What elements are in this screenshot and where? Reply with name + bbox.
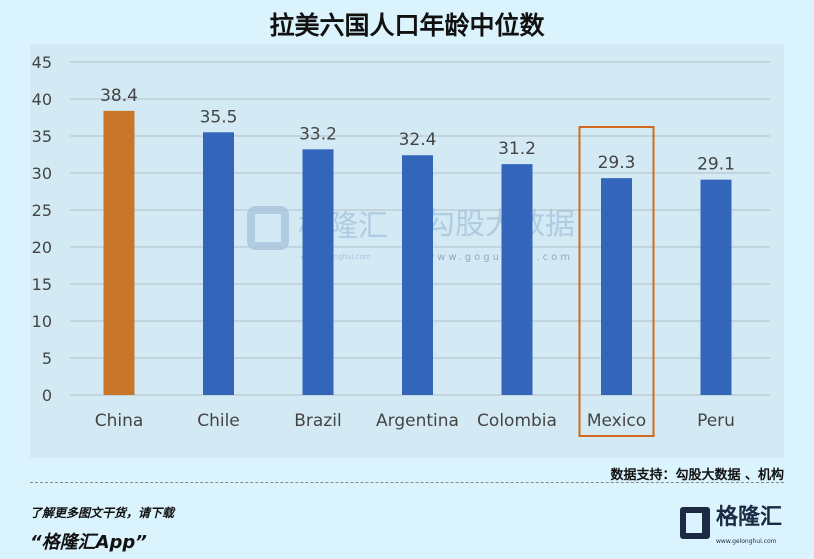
gelonghui-logo: 格隆汇 www.gelonghui.com bbox=[680, 505, 784, 549]
y-tick-label: 10 bbox=[32, 312, 52, 331]
bar-argentina bbox=[402, 155, 433, 395]
bar-chile bbox=[203, 132, 234, 396]
y-tick-label: 5 bbox=[42, 349, 52, 368]
data-label: 29.3 bbox=[598, 153, 636, 173]
watermark-g-icon bbox=[247, 206, 289, 250]
bar-peru bbox=[700, 179, 732, 395]
x-tick-label: Argentina bbox=[376, 411, 459, 431]
x-tick-label: China bbox=[95, 411, 144, 431]
highlight-box bbox=[578, 126, 655, 437]
y-tick-label: 25 bbox=[32, 201, 52, 220]
data-label: 31.2 bbox=[498, 139, 536, 159]
y-tick-label: 40 bbox=[32, 90, 52, 109]
y-tick-label: 0 bbox=[42, 386, 52, 405]
bar-brazil bbox=[302, 149, 334, 395]
divider bbox=[30, 482, 784, 483]
watermark-url: www.gogudata.com bbox=[426, 252, 573, 263]
x-tick-label: Mexico bbox=[587, 411, 646, 431]
data-label: 33.2 bbox=[299, 124, 337, 144]
x-tick-label: Colombia bbox=[477, 411, 557, 431]
logo-g-icon bbox=[680, 507, 710, 539]
promo-text: 了解更多图文干货，请下载 bbox=[30, 506, 175, 520]
x-tick-label: Chile bbox=[197, 411, 240, 431]
bar-china bbox=[103, 110, 135, 395]
data-label: 32.4 bbox=[399, 130, 437, 150]
logo-name: 格隆汇 bbox=[716, 505, 783, 530]
bar-colombia bbox=[501, 164, 533, 395]
chart-title: 拉美六国人口年龄中位数 bbox=[269, 11, 545, 40]
y-tick-label: 30 bbox=[32, 164, 52, 183]
promo-app-name: “格隆汇App” bbox=[30, 532, 147, 553]
data-label: 29.1 bbox=[697, 155, 735, 175]
x-tick-label: Brazil bbox=[294, 411, 341, 431]
data-source: 数据支持：勾股大数据 、机构 bbox=[610, 468, 784, 483]
watermark-url: www.gelonghui.com bbox=[300, 253, 371, 261]
logo-url: www.gelonghui.com bbox=[716, 538, 777, 545]
y-tick-label: 45 bbox=[32, 53, 52, 72]
data-label: 35.5 bbox=[200, 107, 238, 127]
y-tick-label: 35 bbox=[32, 127, 52, 146]
data-label: 38.4 bbox=[100, 86, 138, 106]
x-tick-label: Peru bbox=[697, 411, 735, 431]
watermark-text: 勾股大数据 bbox=[425, 207, 575, 242]
bar-mexico bbox=[601, 178, 632, 395]
y-tick-label: 15 bbox=[32, 275, 52, 294]
y-tick-label: 20 bbox=[32, 238, 52, 257]
